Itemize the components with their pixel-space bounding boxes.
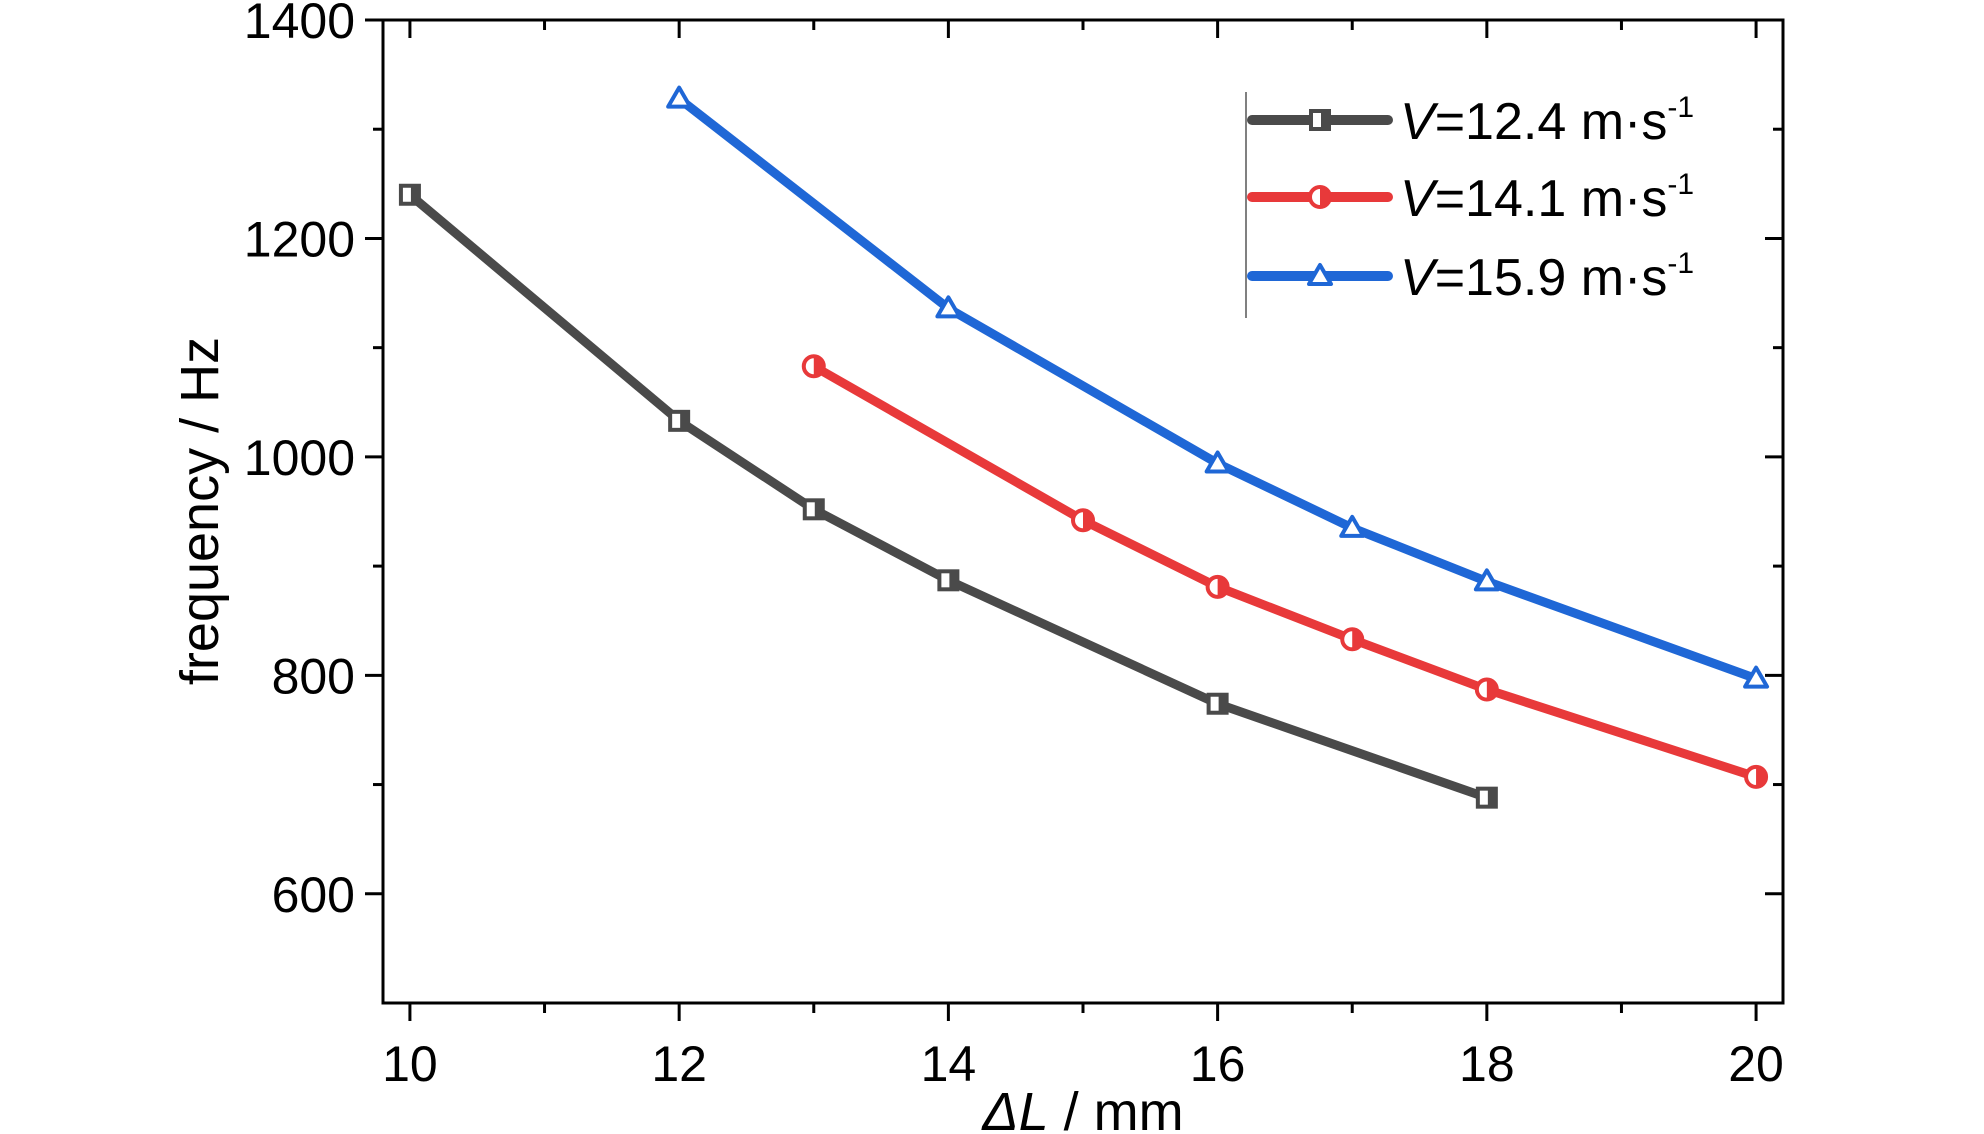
legend-label-value: =14.1 m·s — [1435, 170, 1668, 228]
x-tick-label: 12 — [651, 1036, 707, 1092]
legend-label-symbol: V — [1400, 249, 1439, 307]
data-point-triangle — [1473, 568, 1500, 592]
legend: V=12.4 m·s-1V=14.1 m·s-1V=15.9 m·s-1 — [1245, 91, 1694, 318]
legend-label: V=15.9 m·s-1 — [1400, 247, 1694, 307]
legend-label-exponent: -1 — [1667, 168, 1694, 201]
x-axis-title-symbol: ΔL — [980, 1082, 1048, 1134]
data-point-circle — [1071, 508, 1095, 533]
legend-swatch-marker — [1309, 109, 1331, 131]
data-point-circle — [1340, 627, 1365, 652]
data-point-triangle — [1743, 665, 1770, 689]
series-line — [674, 94, 1761, 684]
x-axis-title-unit: / mm — [1049, 1082, 1184, 1134]
y-tick-label: 1200 — [244, 211, 355, 267]
data-point-triangle — [1339, 514, 1366, 538]
data-point-circle — [1205, 574, 1230, 599]
series-layer — [398, 85, 1770, 809]
data-point-circle — [801, 354, 826, 379]
legend-label-symbol: V — [1400, 170, 1439, 228]
legend-item: V=15.9 m·s-1 — [1247, 247, 1694, 307]
legend-swatch-marker — [1307, 263, 1333, 286]
data-point-square — [802, 498, 825, 521]
data-point-triangle — [666, 85, 693, 109]
series-triangle — [666, 85, 1770, 689]
legend-item: V=14.1 m·s-1 — [1247, 168, 1694, 228]
series-circle — [801, 354, 1769, 789]
legend-label-value: =15.9 m·s — [1435, 249, 1668, 307]
x-tick-label: 16 — [1190, 1036, 1246, 1092]
legend-label: V=12.4 m·s-1 — [1400, 91, 1694, 151]
y-axis-title: frequency / Hz — [170, 337, 230, 685]
data-point-square — [1206, 692, 1229, 715]
legend-label-symbol: V — [1400, 93, 1439, 151]
data-point-triangle — [1204, 450, 1231, 474]
series-line — [809, 361, 1761, 782]
data-point-circle — [1474, 677, 1499, 702]
data-point-square — [1475, 786, 1498, 809]
y-tick-label: 800 — [272, 648, 355, 704]
data-point-circle — [1744, 764, 1769, 789]
data-point-square — [937, 569, 960, 592]
x-axis-title: ΔL / mm — [980, 1082, 1183, 1134]
data-point-square — [398, 183, 421, 206]
legend-label-value: =12.4 m·s — [1435, 93, 1668, 151]
y-tick-label: 1000 — [244, 430, 355, 486]
legend-label: V=14.1 m·s-1 — [1400, 168, 1694, 228]
legend-label-exponent: -1 — [1667, 91, 1694, 124]
series-square — [398, 183, 1498, 809]
legend-item: V=12.4 m·s-1 — [1247, 91, 1694, 151]
x-tick-label: 18 — [1459, 1036, 1515, 1092]
x-tick-label: 10 — [382, 1036, 438, 1092]
data-point-triangle — [935, 295, 962, 319]
legend-label-exponent: -1 — [1667, 247, 1694, 280]
legend-swatch-marker — [1308, 185, 1332, 209]
x-tick-label: 20 — [1728, 1036, 1784, 1092]
ticks-layer — [365, 18, 1783, 1021]
y-tick-label: 1400 — [244, 0, 355, 49]
tick-labels: 10 12 14 16 18 20 600 800 1000 1200 1400 — [244, 0, 1784, 1092]
series-line — [405, 190, 1492, 803]
x-tick-label: 14 — [921, 1036, 977, 1092]
data-point-square — [668, 409, 691, 432]
y-tick-label: 600 — [272, 867, 355, 923]
